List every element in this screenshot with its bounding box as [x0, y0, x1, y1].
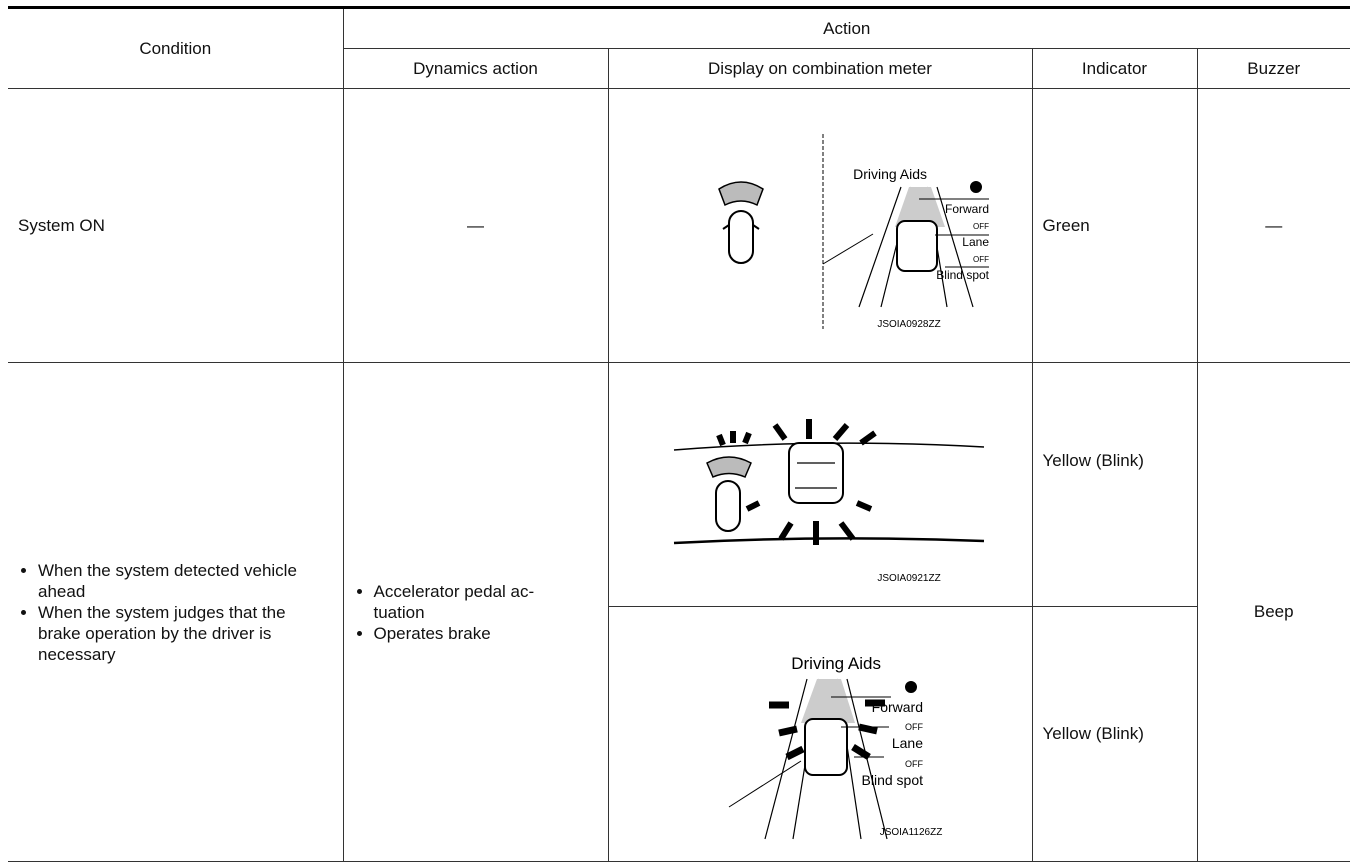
condition-item: When the system detected vehicle ahead [38, 560, 333, 602]
dynamics: — [342, 88, 609, 363]
image-code: JSOIA0921ZZ [877, 573, 940, 584]
buzzer: — [1196, 88, 1350, 363]
indicator: Yellow (Blink) [1031, 362, 1198, 607]
display-cell: Driving Aids Forward OFF Lane OFF Blind … [608, 606, 1033, 862]
header-col: Dynamics action [343, 48, 609, 89]
label: Driving Aids [791, 654, 881, 673]
image-code: JSOIA0928ZZ [877, 319, 940, 330]
indicator: Yellow (Blink) [1031, 606, 1197, 862]
label: Forward [871, 699, 922, 715]
condition: When the system detected vehicle ahead W… [8, 362, 344, 862]
label: OFF [973, 255, 989, 264]
indicator: Green [1031, 88, 1198, 363]
label: Forward [944, 202, 988, 216]
header-col: Indicator [1031, 48, 1198, 89]
label: Driving Aids [853, 166, 927, 182]
condition: System ON [8, 88, 344, 363]
buzzer: Beep [1196, 362, 1350, 862]
header-col: Display on combination meter [607, 48, 1033, 89]
label: Blind spot [936, 268, 989, 282]
header-action: Action [342, 6, 1350, 49]
label: OFF [905, 722, 923, 732]
condition-item: When the system judges that the brake op… [38, 602, 333, 665]
header-col: Buzzer [1196, 48, 1350, 89]
meter-illustration: Driving Aids Forward OFF Lane OFF Blind … [717, 134, 989, 330]
label: OFF [973, 222, 989, 231]
meter-illustration: Driving Aids Forward OFF Lane OFF Blind … [728, 654, 942, 840]
warning-illustration: JSOIA0921ZZ [673, 419, 984, 584]
label: OFF [905, 759, 923, 769]
display-cell: JSOIA0921ZZ [607, 362, 1033, 607]
dynamics-item: Accelerator pedal ac-tuation [374, 581, 579, 623]
label: Blind spot [861, 772, 923, 788]
label: Lane [962, 235, 989, 249]
dynamics: Accelerator pedal ac-tuation Operates br… [342, 362, 609, 862]
label: Lane [891, 735, 922, 751]
header-condition: Condition [8, 6, 344, 89]
spec-table: Condition Action Dynamics action Display… [8, 6, 1350, 862]
image-code: JSOIA1126ZZ [879, 827, 942, 838]
dynamics-item: Operates brake [374, 623, 579, 644]
display-cell: Driving Aids Forward OFF Lane OFF Blind … [607, 88, 1033, 363]
